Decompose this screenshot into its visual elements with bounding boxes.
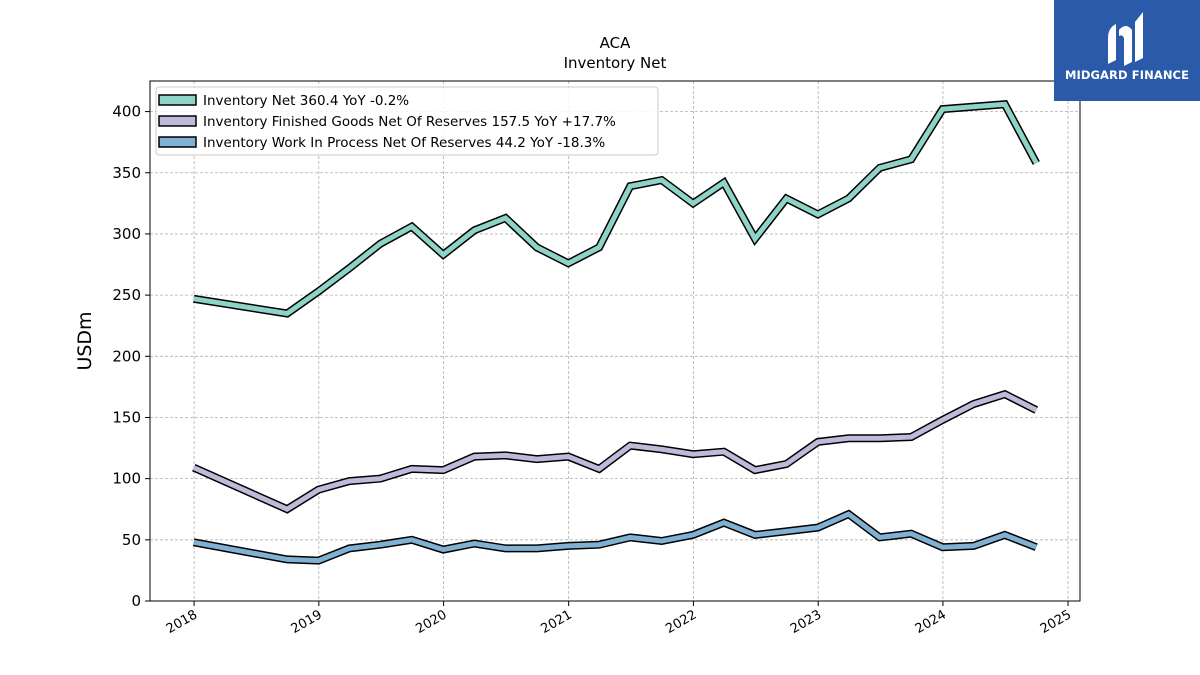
- y-tick-label: 400: [112, 103, 141, 121]
- legend: Inventory Net 360.4 YoY -0.2% Inventory F…: [155, 86, 659, 156]
- x-tick-label: 2022: [663, 607, 699, 637]
- chart-subtitle: Inventory Net: [564, 54, 667, 72]
- series-line-outline: [192, 509, 1038, 565]
- logo-text: MIDGARD FINANCE: [1064, 68, 1190, 82]
- y-tick-label: 100: [112, 470, 141, 488]
- legend-frame: [155, 86, 659, 156]
- x-tick-label: 2019: [289, 607, 325, 637]
- x-tick-label: 2025: [1038, 607, 1074, 637]
- series-line: [193, 101, 1039, 317]
- y-tick-label: 200: [112, 347, 141, 365]
- legend-swatch: [158, 94, 197, 106]
- legend-label: Inventory Finished Goods Net Of Reserves…: [203, 114, 616, 130]
- chart-title: ACA: [600, 34, 631, 52]
- y-axis-label: USDm: [74, 311, 96, 370]
- y-tick-label: 350: [112, 164, 141, 182]
- legend-label: Inventory Work In Process Net Of Reserve…: [203, 135, 605, 151]
- y-tick-label: 0: [131, 592, 141, 610]
- y-tick-label: 250: [112, 286, 141, 304]
- logo-mark-icon: [1108, 12, 1143, 66]
- series-line-outline: [192, 389, 1039, 514]
- midgard-finance-logo: MIDGARD FINANCE: [1054, 0, 1200, 101]
- series-line: [193, 511, 1038, 564]
- plot-frame: [149, 80, 1081, 602]
- series-layer: [192, 100, 1040, 565]
- x-axis: 2018 2019 2020 2021 2022 2023 2024 2025: [164, 601, 1074, 637]
- grid: [150, 81, 1080, 602]
- legend-swatch: [158, 136, 197, 148]
- x-tick-label: 2023: [788, 607, 824, 637]
- y-tick-label: 150: [112, 408, 141, 426]
- x-tick-label: 2021: [539, 607, 575, 637]
- y-axis: 0 50 100 150 200 250 300 350 400: [112, 103, 150, 610]
- y-tick-label: 300: [112, 225, 141, 243]
- legend-label: Inventory Net 360.4 YoY -0.2%: [203, 93, 409, 109]
- legend-swatch: [158, 115, 197, 127]
- y-tick-label: 50: [122, 531, 141, 549]
- x-tick-label: 2024: [913, 607, 949, 637]
- series-line: [192, 391, 1038, 513]
- x-tick-label: 2020: [413, 607, 449, 637]
- x-tick-label: 2018: [164, 607, 200, 637]
